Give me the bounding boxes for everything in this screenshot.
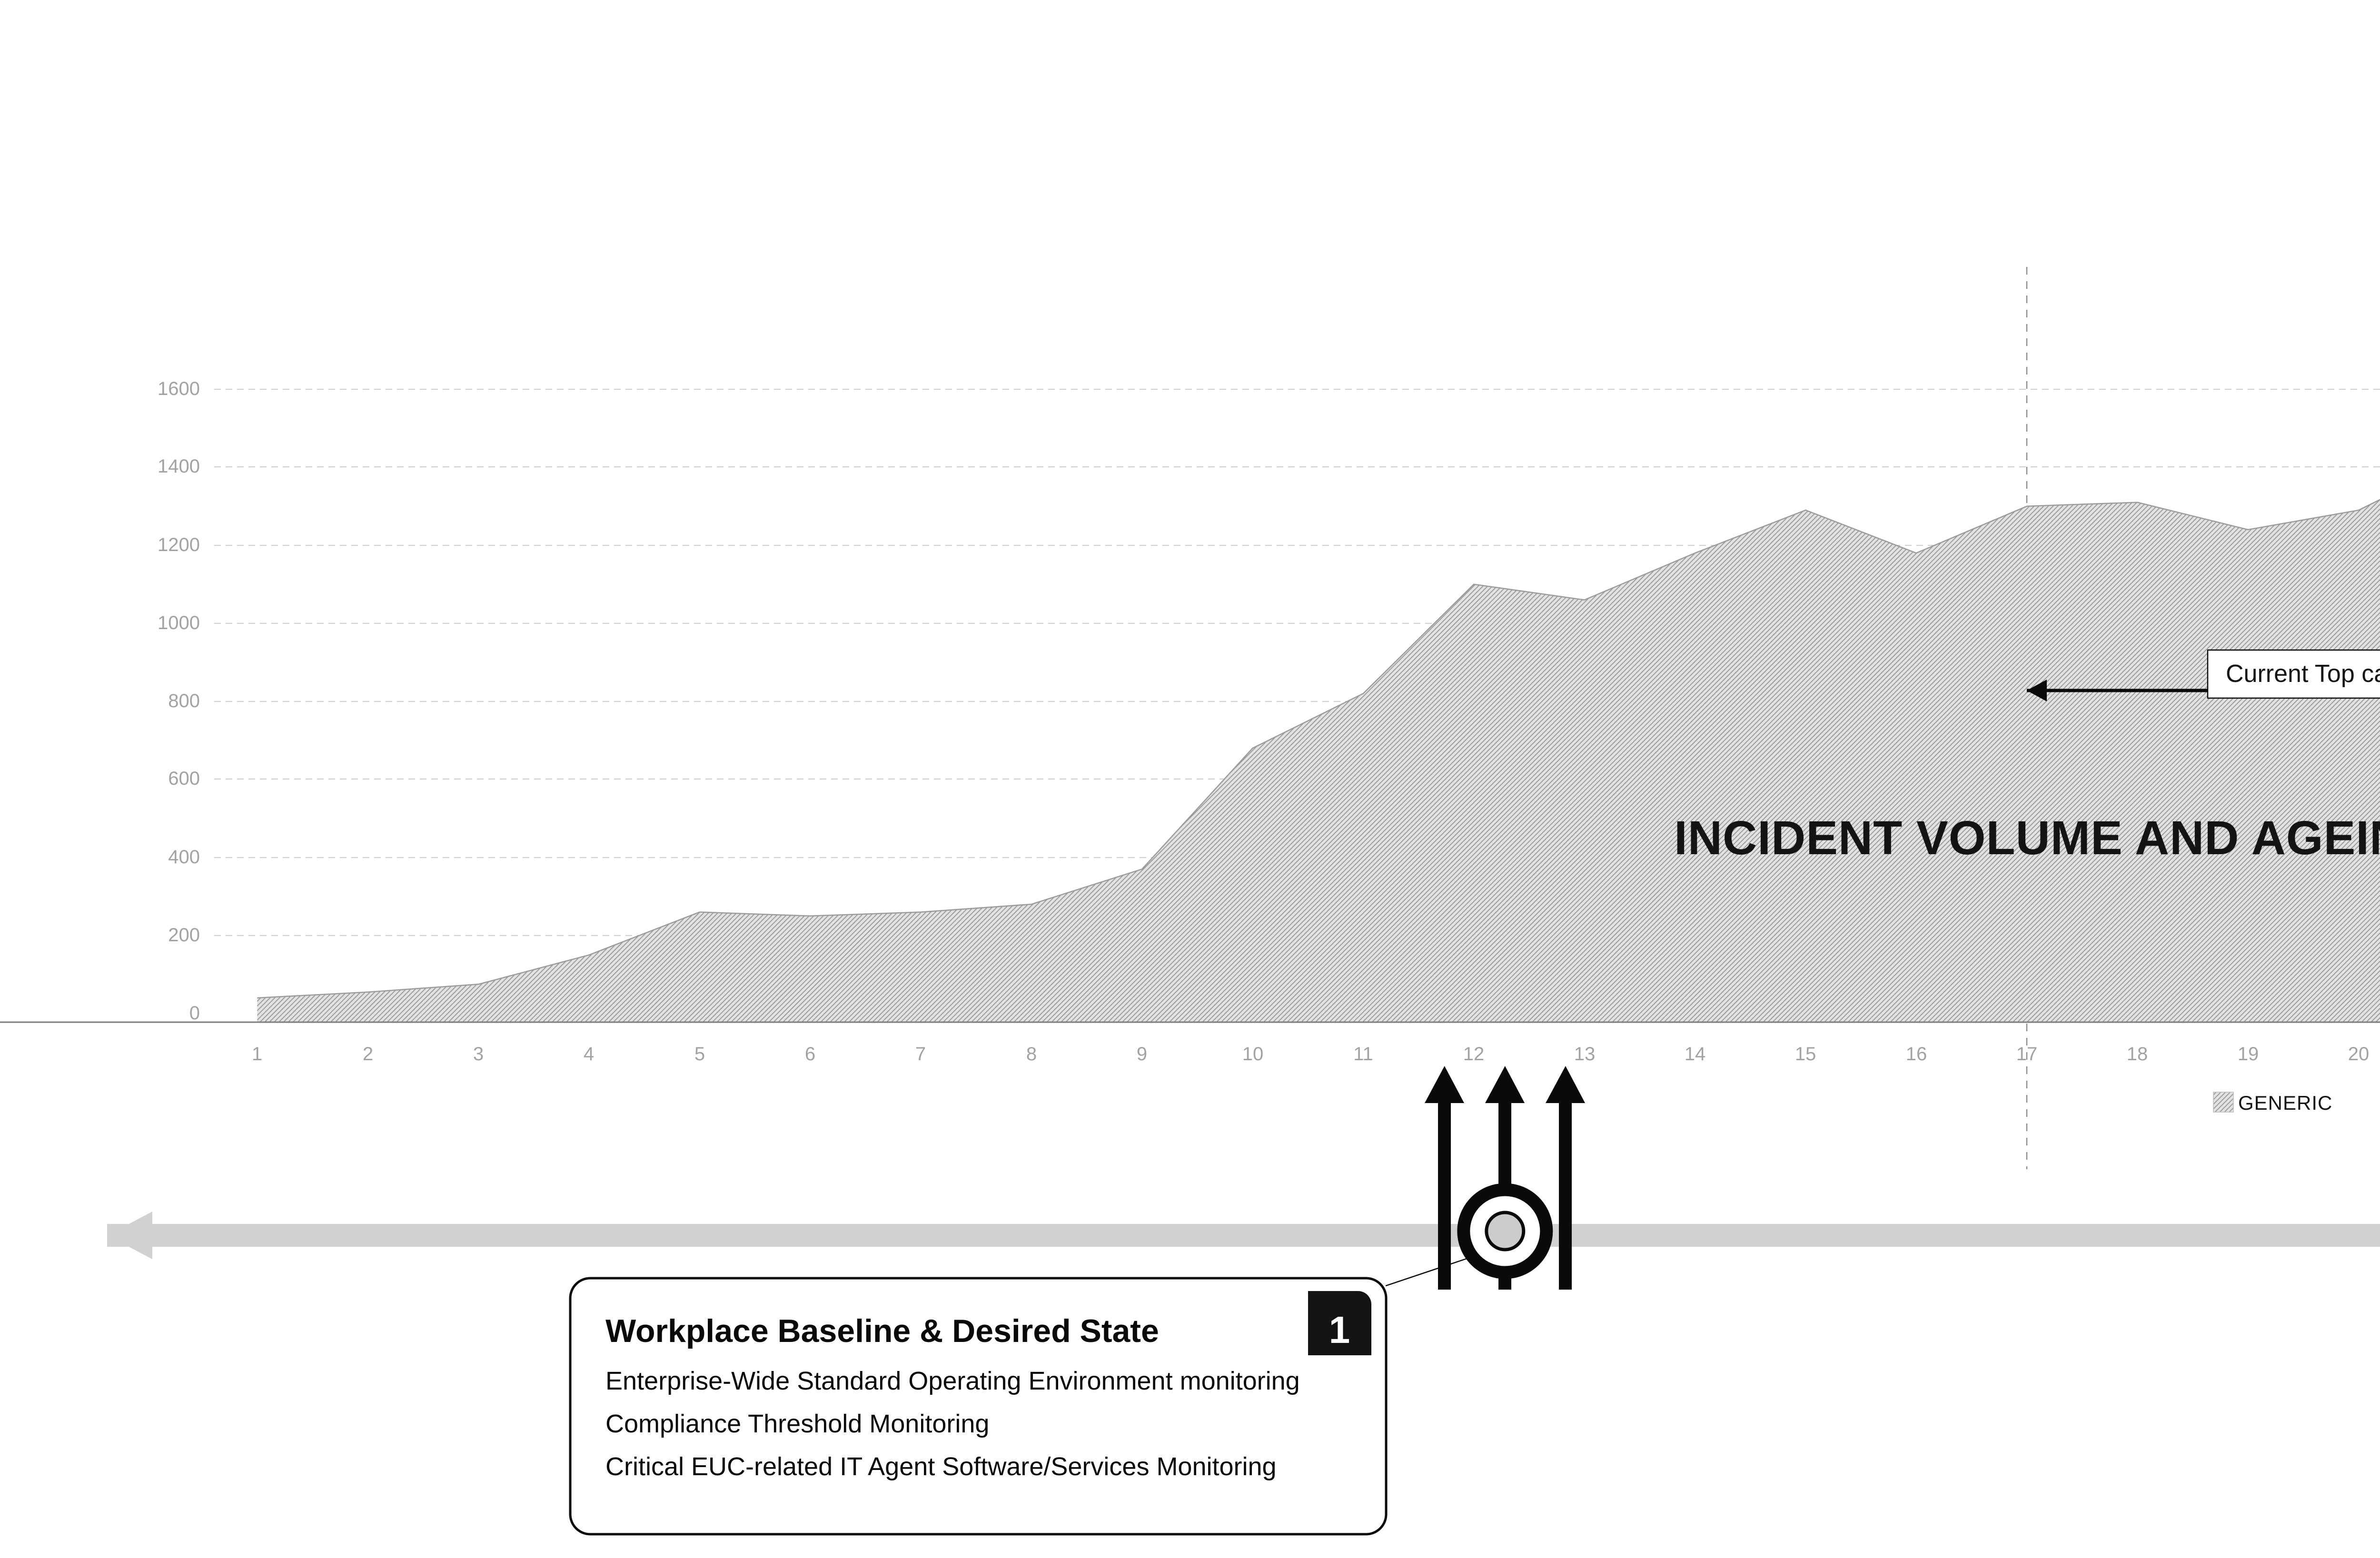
svg-text:16: 16 [1906,1044,1927,1065]
svg-text:1: 1 [252,1044,262,1065]
svg-text:1600: 1600 [158,378,200,399]
svg-text:GENERIC: GENERIC [2238,1092,2332,1114]
svg-text:13: 13 [1574,1044,1596,1065]
svg-text:11: 11 [1353,1044,1373,1065]
svg-text:1000: 1000 [158,612,200,633]
svg-text:3: 3 [473,1044,484,1065]
svg-text:7: 7 [915,1044,926,1065]
svg-text:10: 10 [1242,1044,1264,1065]
svg-text:20: 20 [2348,1044,2370,1065]
svg-text:1200: 1200 [158,534,200,555]
svg-text:1: 1 [1329,1309,1350,1351]
svg-text:Compliance Threshold Monitorin: Compliance Threshold Monitoring [605,1410,989,1438]
svg-text:INCIDENT VOLUME AND AGEING: INCIDENT VOLUME AND AGEING [1674,811,2380,865]
svg-text:5: 5 [694,1044,705,1065]
svg-text:14: 14 [1685,1044,1706,1065]
svg-text:8: 8 [1026,1044,1037,1065]
svg-text:4: 4 [584,1044,594,1065]
svg-text:Workplace Baseline & Desired S: Workplace Baseline & Desired State [605,1313,1159,1349]
svg-text:Critical EUC-related IT Agent: Critical EUC-related IT Agent Software/S… [605,1452,1277,1481]
svg-text:400: 400 [168,847,200,868]
svg-text:2: 2 [363,1044,373,1065]
svg-text:6: 6 [805,1044,815,1065]
svg-text:18: 18 [2127,1044,2148,1065]
svg-text:Current Top call drivers: Current Top call drivers [2226,660,2380,688]
svg-text:800: 800 [168,690,200,711]
svg-text:Enterprise-Wide Standard Opera: Enterprise-Wide Standard Operating Envir… [605,1367,1300,1395]
svg-text:9: 9 [1137,1044,1147,1065]
svg-text:1400: 1400 [158,456,200,477]
svg-text:200: 200 [168,925,200,946]
svg-text:12: 12 [1463,1044,1485,1065]
svg-text:17: 17 [2016,1044,2038,1065]
svg-text:600: 600 [168,768,200,789]
svg-text:19: 19 [2238,1044,2259,1065]
svg-text:15: 15 [1795,1044,1816,1065]
svg-text:0: 0 [189,1003,200,1024]
